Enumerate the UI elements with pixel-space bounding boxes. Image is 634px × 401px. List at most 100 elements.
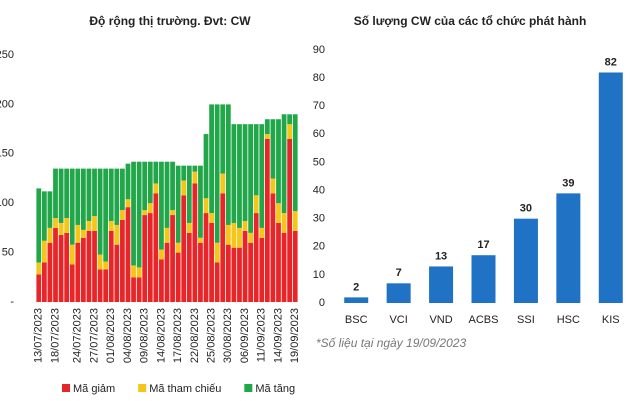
bar-segment bbox=[209, 222, 214, 302]
bar-segment bbox=[220, 173, 226, 194]
bar-segment bbox=[270, 178, 276, 194]
bar-segment bbox=[203, 198, 209, 214]
x-tick-label: BSC bbox=[345, 314, 368, 326]
y-tick-label: 0 bbox=[319, 297, 325, 309]
bar-segment bbox=[170, 161, 175, 211]
bar-segment bbox=[64, 232, 70, 302]
bar bbox=[344, 297, 369, 303]
bar-segment bbox=[125, 163, 131, 200]
bar-segment bbox=[80, 237, 86, 302]
x-tick-label: VCI bbox=[389, 314, 407, 326]
value-label: 17 bbox=[477, 239, 489, 251]
bar-segment bbox=[41, 262, 47, 302]
bar-segment bbox=[69, 168, 75, 245]
bar-segment bbox=[75, 242, 81, 302]
annotation: *Số liệu tại ngày 19/09/2023 bbox=[316, 336, 466, 350]
legend-swatch bbox=[138, 384, 147, 392]
bar-segment bbox=[80, 168, 86, 230]
bar-segment bbox=[103, 261, 109, 270]
bar-segment bbox=[153, 161, 159, 184]
bar-segment bbox=[58, 222, 64, 235]
y-tick-label: 40 bbox=[313, 184, 325, 196]
bar bbox=[471, 255, 496, 303]
x-tick-label: HSC bbox=[557, 314, 580, 326]
x-tick-label: 17/08/2023 bbox=[172, 308, 184, 363]
bar-segment bbox=[281, 114, 287, 214]
x-tick-label: 14/09/2023 bbox=[272, 308, 284, 363]
y-tick-label: 50 bbox=[2, 247, 14, 259]
bar-segment bbox=[281, 213, 287, 233]
bar-segment bbox=[53, 227, 58, 302]
y-tick-label: 60 bbox=[313, 128, 325, 140]
bar-segment bbox=[47, 242, 53, 302]
x-tick-label: KIS bbox=[602, 314, 620, 326]
bar-segment bbox=[264, 134, 270, 139]
bar-segment bbox=[53, 168, 58, 219]
bar-segment bbox=[237, 124, 242, 228]
bar-segment bbox=[203, 213, 209, 302]
bar-segment bbox=[159, 249, 164, 260]
bar-segment bbox=[237, 227, 242, 248]
bar-segment bbox=[136, 161, 142, 268]
bar-segment bbox=[287, 114, 293, 125]
x-tick-label: 22/08/2023 bbox=[189, 308, 201, 363]
x-tick-label: ACBS bbox=[469, 314, 499, 326]
y-tick-label: 200 bbox=[0, 98, 14, 110]
bar-segment bbox=[170, 210, 175, 216]
bar bbox=[556, 193, 581, 303]
bar-segment bbox=[120, 219, 125, 302]
bar-segment bbox=[97, 269, 103, 302]
x-tick-label: 25/08/2023 bbox=[206, 308, 218, 363]
x-tick-label: 09/08/2023 bbox=[139, 308, 151, 363]
bar-segment bbox=[270, 193, 276, 302]
bar-segment bbox=[186, 222, 192, 233]
bar-segment bbox=[248, 124, 254, 233]
legend-label: Mã tăng bbox=[255, 383, 295, 395]
y-tick-label: 50 bbox=[313, 156, 325, 168]
bar-segment bbox=[114, 168, 120, 225]
value-label: 7 bbox=[396, 267, 402, 279]
bar-segment bbox=[103, 269, 109, 302]
bar-segment bbox=[231, 247, 237, 302]
bar-segment bbox=[198, 237, 203, 243]
x-tick-label: 04/08/2023 bbox=[122, 308, 134, 363]
bar bbox=[513, 218, 538, 303]
x-tick-label: SSI bbox=[517, 314, 535, 326]
y-tick-label: 10 bbox=[313, 269, 325, 281]
bar-segment bbox=[75, 168, 81, 225]
bar-segment bbox=[86, 168, 92, 221]
bar-segment bbox=[270, 119, 276, 179]
bar-segment bbox=[276, 203, 281, 223]
x-tick-label: 14/08/2023 bbox=[155, 308, 167, 363]
bar-segment bbox=[264, 138, 270, 302]
bar-segment bbox=[131, 277, 136, 302]
bar-segment bbox=[108, 168, 114, 221]
legend-swatch bbox=[244, 384, 253, 392]
bar-segment bbox=[92, 216, 97, 231]
bar-segment bbox=[231, 222, 237, 248]
bar-segment bbox=[120, 168, 125, 211]
bar-segment bbox=[192, 171, 198, 184]
y-tick-label: 70 bbox=[313, 100, 325, 112]
bar-segment bbox=[253, 213, 259, 302]
bar-segment bbox=[103, 168, 109, 262]
bar-segment bbox=[225, 104, 231, 225]
bar-segment bbox=[136, 277, 142, 302]
x-tick-label: VND bbox=[429, 314, 452, 326]
bar-segment bbox=[114, 244, 120, 302]
bar-segment bbox=[203, 134, 209, 199]
bar bbox=[386, 283, 411, 303]
bar-segment bbox=[281, 232, 287, 302]
bar-segment bbox=[292, 114, 298, 212]
bar-segment bbox=[108, 220, 114, 231]
bar-segment bbox=[181, 165, 187, 181]
bar-segment bbox=[276, 119, 281, 204]
y-tick-label: 90 bbox=[313, 44, 325, 56]
bar-segment bbox=[36, 262, 42, 275]
bar-segment bbox=[69, 244, 75, 265]
bar bbox=[598, 72, 623, 303]
bar-segment bbox=[276, 222, 281, 302]
bar-segment bbox=[153, 193, 159, 302]
bar-segment bbox=[259, 237, 265, 302]
bar-segment bbox=[198, 165, 203, 238]
